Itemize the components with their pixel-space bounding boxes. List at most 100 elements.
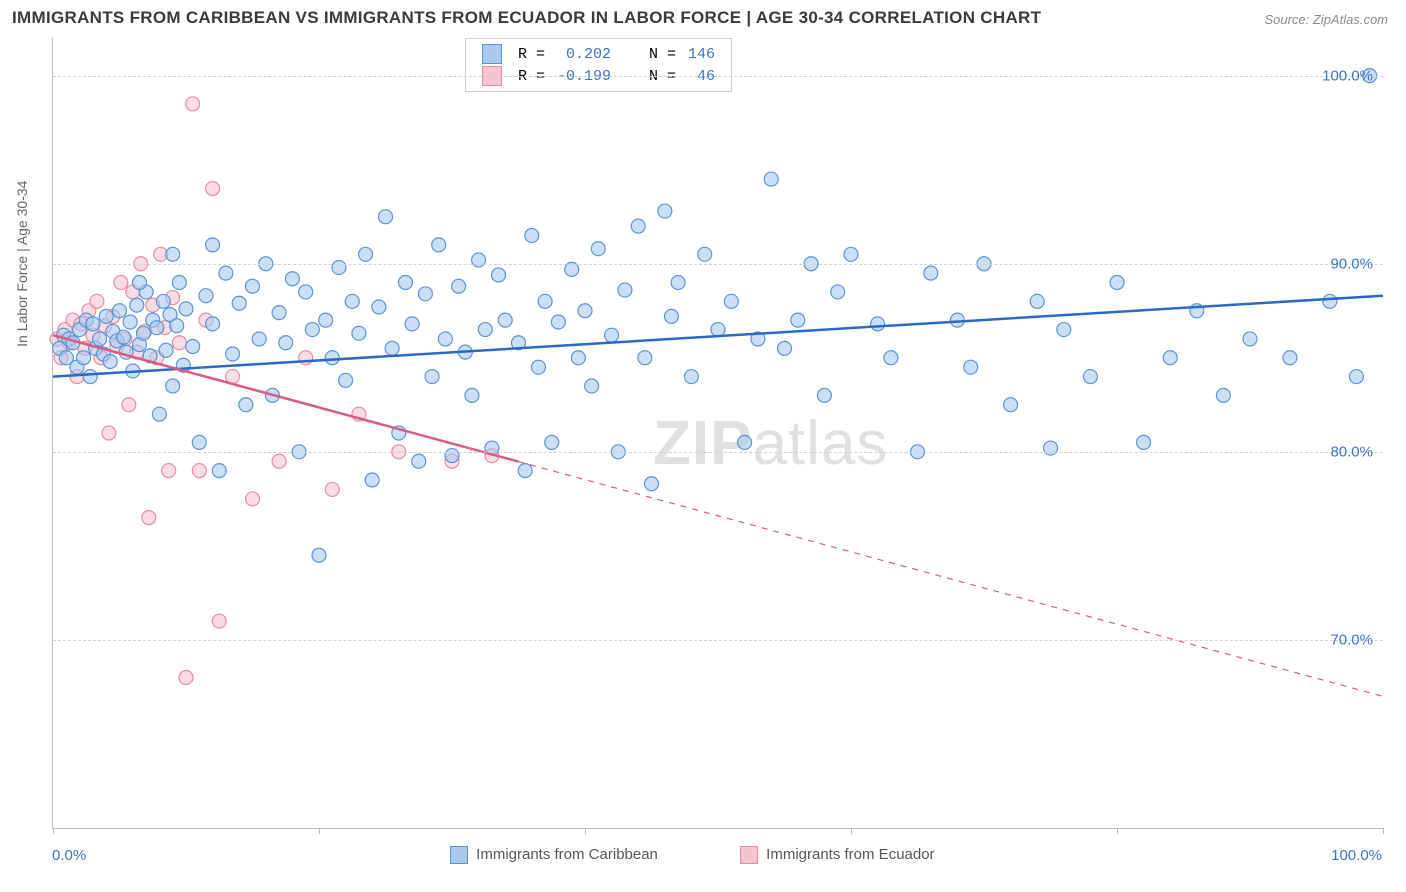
data-point bbox=[156, 294, 170, 308]
data-point bbox=[684, 370, 698, 384]
legend-series-1: Immigrants from Caribbean bbox=[450, 846, 658, 864]
data-point bbox=[93, 332, 107, 346]
data-point bbox=[130, 298, 144, 312]
data-point bbox=[398, 276, 412, 290]
data-point bbox=[172, 276, 186, 290]
data-point bbox=[605, 328, 619, 342]
data-point bbox=[305, 323, 319, 337]
data-point bbox=[1110, 276, 1124, 290]
data-point bbox=[123, 315, 137, 329]
data-point bbox=[86, 317, 100, 331]
data-point bbox=[531, 360, 545, 374]
data-point bbox=[791, 313, 805, 327]
data-point bbox=[186, 97, 200, 111]
x-tick bbox=[851, 828, 852, 834]
data-point bbox=[1083, 370, 1097, 384]
data-point bbox=[179, 671, 193, 685]
data-point bbox=[1004, 398, 1018, 412]
data-point bbox=[212, 464, 226, 478]
data-point bbox=[578, 304, 592, 318]
data-point bbox=[525, 229, 539, 243]
data-point bbox=[571, 351, 585, 365]
data-point bbox=[352, 326, 366, 340]
data-point bbox=[192, 435, 206, 449]
data-point bbox=[212, 614, 226, 628]
data-point bbox=[631, 219, 645, 233]
trend-line-extrapolated bbox=[519, 462, 1384, 697]
data-point bbox=[319, 313, 333, 327]
data-point bbox=[219, 266, 233, 280]
data-point bbox=[246, 279, 260, 293]
data-point bbox=[671, 276, 685, 290]
legend-row-caribbean: R = 0.202 N = 146 bbox=[476, 43, 721, 65]
gridline bbox=[53, 640, 1383, 641]
y-tick-label: 80.0% bbox=[1330, 443, 1373, 460]
data-point bbox=[518, 464, 532, 478]
data-point bbox=[325, 482, 339, 496]
data-point bbox=[83, 370, 97, 384]
data-point bbox=[1323, 294, 1337, 308]
data-point bbox=[1044, 441, 1058, 455]
data-point bbox=[299, 285, 313, 299]
swatch-ecuador-icon bbox=[740, 846, 758, 864]
data-point bbox=[645, 477, 659, 491]
data-point bbox=[764, 172, 778, 186]
data-point bbox=[379, 210, 393, 224]
data-point bbox=[844, 247, 858, 261]
y-tick-label: 70.0% bbox=[1330, 631, 1373, 648]
data-point bbox=[1137, 435, 1151, 449]
data-point bbox=[452, 279, 466, 293]
x-tick bbox=[319, 828, 320, 834]
data-point bbox=[658, 204, 672, 218]
data-point bbox=[132, 276, 146, 290]
y-tick-label: 100.0% bbox=[1322, 67, 1373, 84]
data-point bbox=[618, 283, 632, 297]
data-point bbox=[90, 294, 104, 308]
data-point bbox=[1216, 388, 1230, 402]
data-point bbox=[638, 351, 652, 365]
x-tick bbox=[53, 828, 54, 834]
data-point bbox=[538, 294, 552, 308]
data-point bbox=[77, 351, 91, 365]
data-point bbox=[114, 276, 128, 290]
x-tick-0: 0.0% bbox=[52, 847, 86, 864]
legend-correlation: R = 0.202 N = 146 R = -0.199 N = 46 bbox=[465, 38, 732, 92]
data-point bbox=[102, 426, 116, 440]
data-point bbox=[465, 388, 479, 402]
data-point bbox=[122, 398, 136, 412]
data-point bbox=[226, 347, 240, 361]
data-point bbox=[272, 454, 286, 468]
data-point bbox=[1030, 294, 1044, 308]
x-tick-100: 100.0% bbox=[1331, 847, 1382, 864]
data-point bbox=[162, 464, 176, 478]
data-point bbox=[159, 343, 173, 357]
data-point bbox=[166, 379, 180, 393]
data-point bbox=[924, 266, 938, 280]
data-point bbox=[312, 548, 326, 562]
data-point bbox=[113, 304, 127, 318]
x-tick bbox=[1383, 828, 1384, 834]
data-point bbox=[418, 287, 432, 301]
data-point bbox=[498, 313, 512, 327]
data-point bbox=[964, 360, 978, 374]
data-point bbox=[478, 323, 492, 337]
data-point bbox=[1057, 323, 1071, 337]
data-point bbox=[664, 309, 678, 323]
legend-series-2: Immigrants from Ecuador bbox=[740, 846, 935, 864]
data-point bbox=[545, 435, 559, 449]
data-point bbox=[551, 315, 565, 329]
data-point bbox=[206, 317, 220, 331]
data-point bbox=[285, 272, 299, 286]
data-point bbox=[206, 181, 220, 195]
data-point bbox=[817, 388, 831, 402]
data-point bbox=[372, 300, 386, 314]
data-point bbox=[412, 454, 426, 468]
data-point bbox=[585, 379, 599, 393]
data-point bbox=[359, 247, 373, 261]
data-point bbox=[472, 253, 486, 267]
data-point bbox=[279, 336, 293, 350]
data-point bbox=[365, 473, 379, 487]
data-point bbox=[192, 464, 206, 478]
data-point bbox=[172, 336, 186, 350]
source-label: Source: ZipAtlas.com bbox=[1264, 12, 1388, 27]
